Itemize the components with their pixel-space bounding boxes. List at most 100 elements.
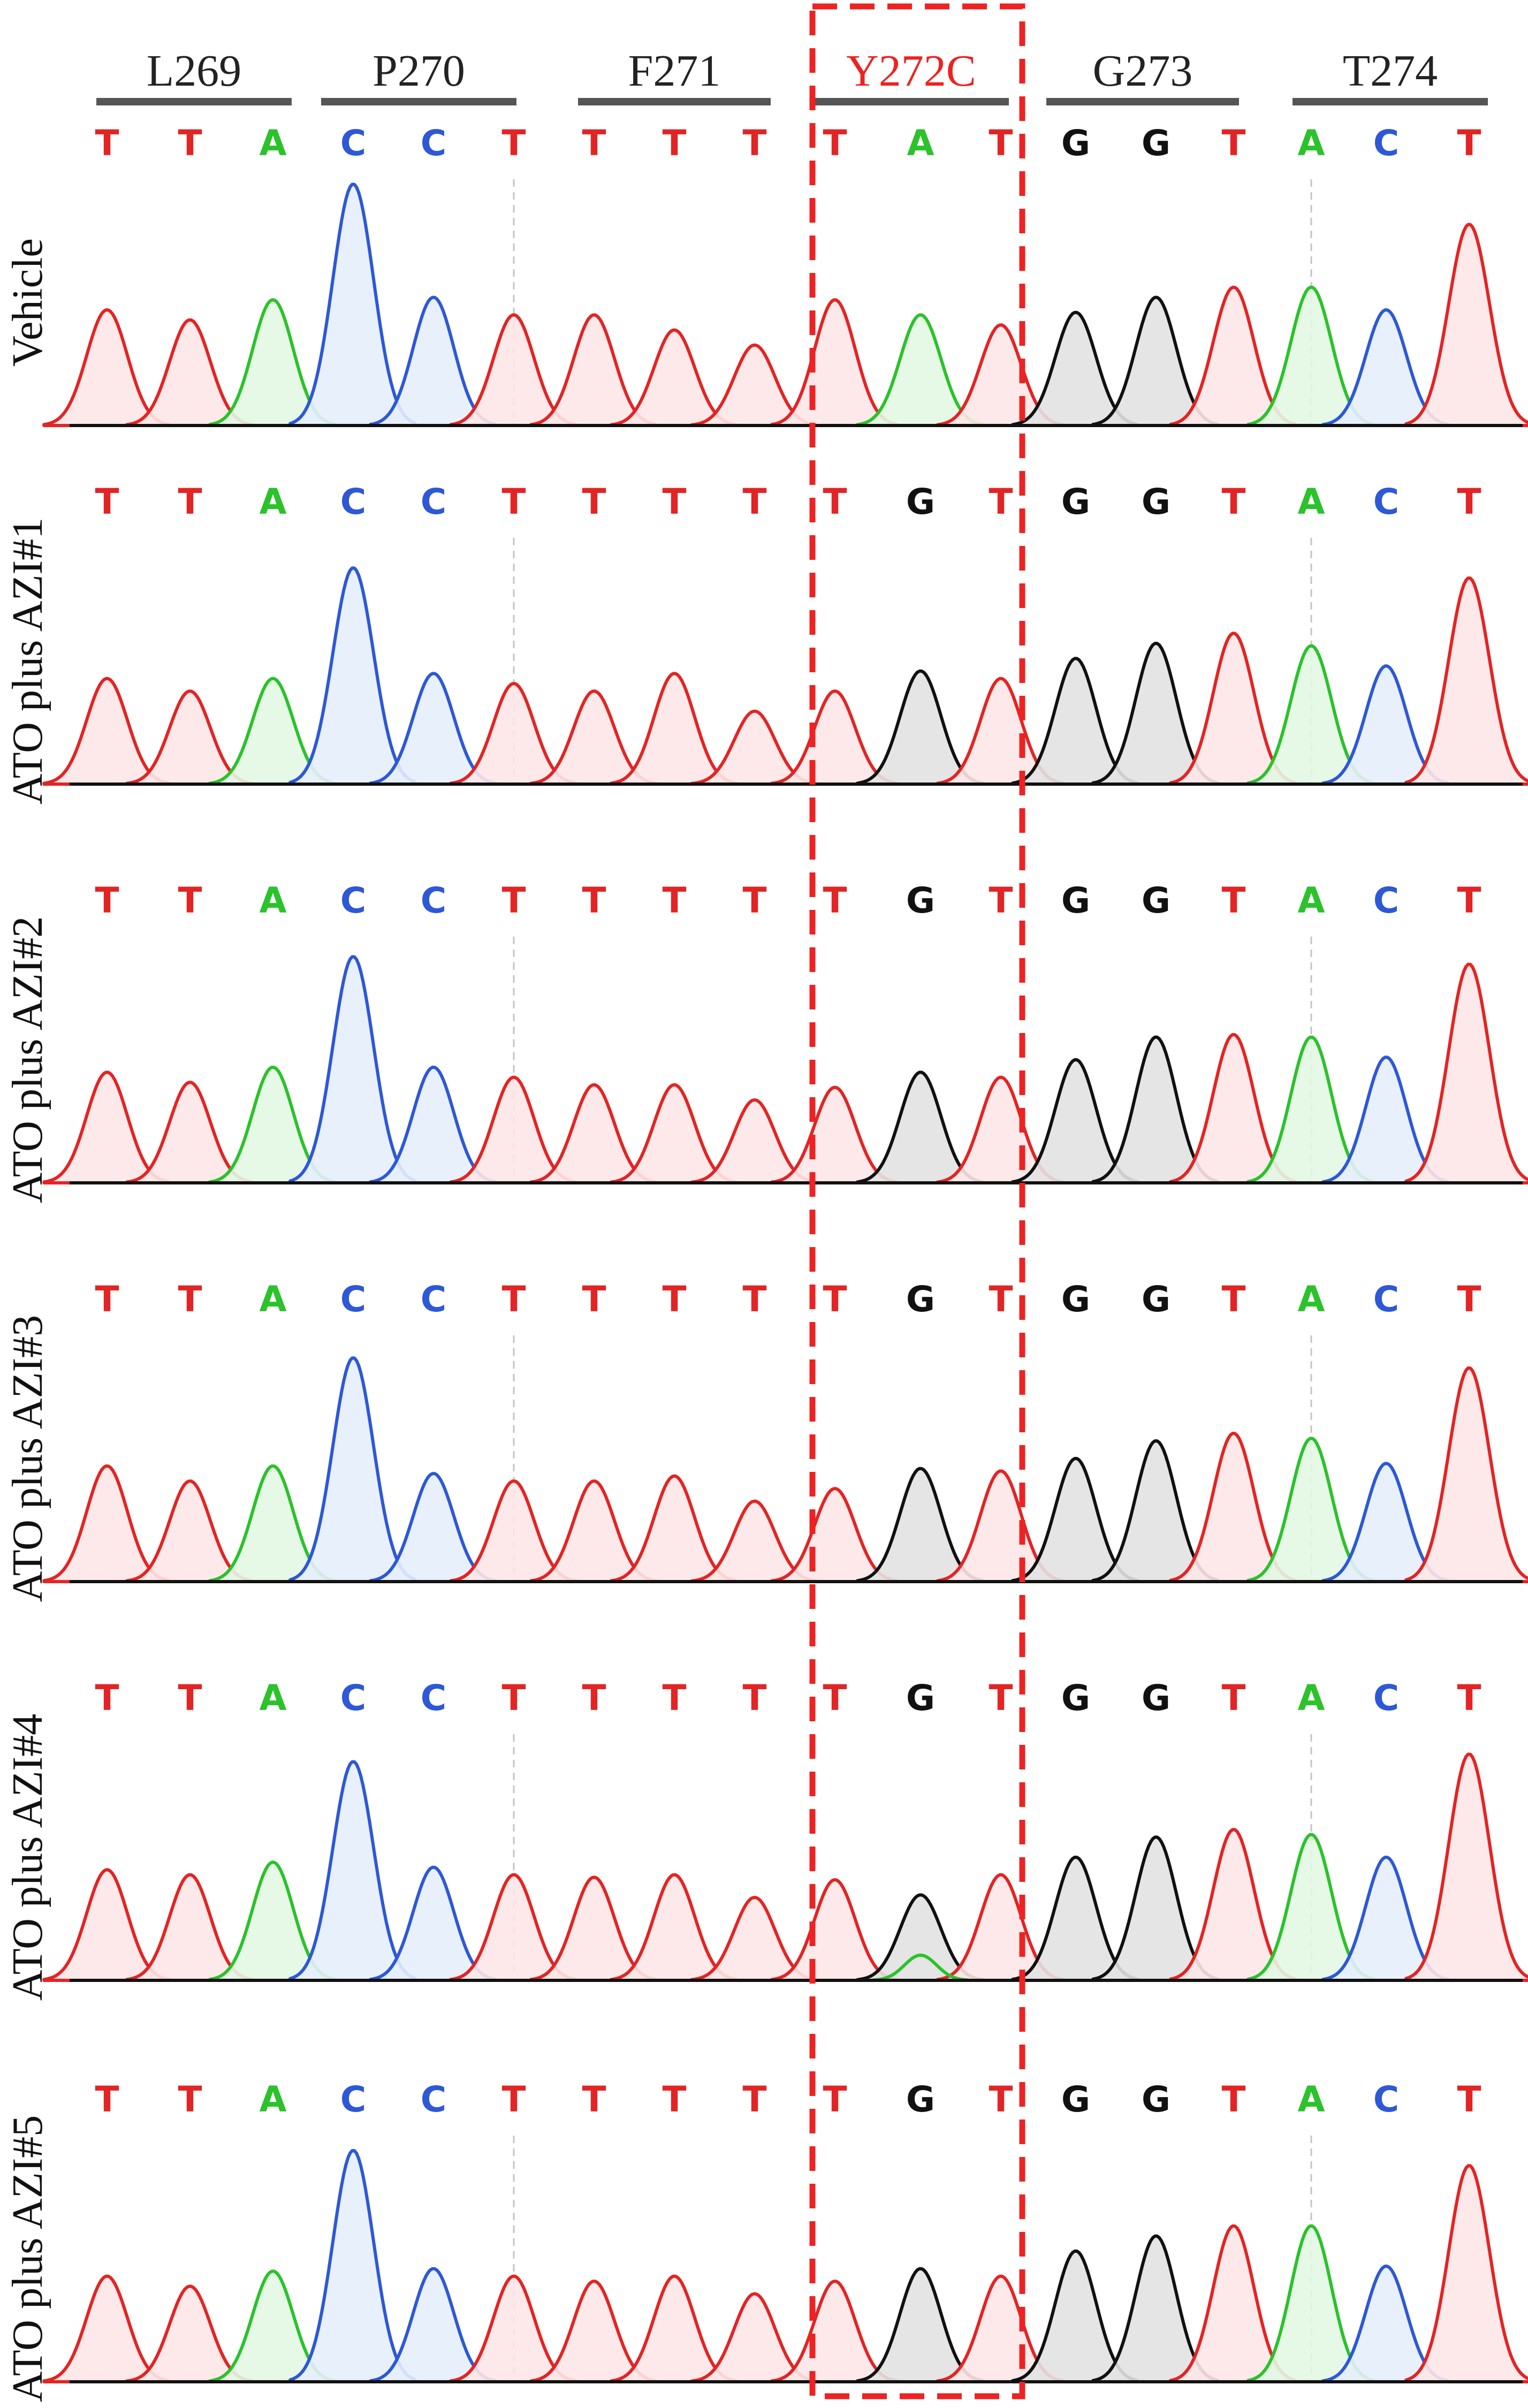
base-call: T <box>1457 481 1481 522</box>
base-call: T <box>989 2079 1013 2120</box>
base-call: T <box>742 880 766 921</box>
base-call: T <box>95 481 119 522</box>
codon-label: L269 <box>147 46 241 96</box>
base-call: G <box>1142 1279 1170 1320</box>
base-call: T <box>501 123 526 164</box>
base-call: C <box>1373 880 1399 921</box>
base-call: T <box>1457 123 1481 164</box>
peak-c <box>288 1356 418 1583</box>
track-6: ATO plus AZI#5 T T A C C T T T T T G T G G T A C T <box>4 2079 1528 2402</box>
base-call: T <box>823 880 847 921</box>
base-call: T <box>742 2079 766 2120</box>
highlight-overlay <box>809 3 1025 2399</box>
base-call: T <box>178 481 202 522</box>
base-call: C <box>1373 123 1399 164</box>
base-call: G <box>1061 1279 1090 1320</box>
base-call: A <box>1297 1279 1325 1320</box>
base-call: C <box>340 1677 366 1719</box>
base-call: T <box>582 880 606 921</box>
base-call: T <box>1457 880 1481 921</box>
track-label: ATO plus AZI#4 <box>4 1714 51 2001</box>
codon-header: L269 P270 F271 Y272C G273 T274 <box>96 46 1488 105</box>
base-call: A <box>259 1279 286 1320</box>
codon-l269: L269 <box>96 46 292 105</box>
base-call: C <box>1373 1677 1399 1719</box>
peak-t <box>1404 576 1528 786</box>
peak-t <box>1404 223 1528 427</box>
base-call: G <box>1142 481 1170 522</box>
base-call: T <box>1221 123 1245 164</box>
base-call: A <box>907 123 934 164</box>
codon-p270: P270 <box>321 46 516 105</box>
base-call: T <box>742 123 766 164</box>
track-label: ATO plus AZI#3 <box>4 1315 51 1602</box>
base-call: T <box>989 123 1013 164</box>
base-call: T <box>742 1677 766 1719</box>
codon-t274: T274 <box>1293 46 1488 105</box>
base-call: T <box>178 1279 202 1320</box>
base-call: C <box>421 481 446 522</box>
base-call: T <box>989 1279 1013 1320</box>
base-call: T <box>582 481 606 522</box>
peak-c <box>288 955 418 1184</box>
base-call: T <box>823 1677 847 1719</box>
base-call: T <box>95 1279 119 1320</box>
codon-f271: F271 <box>578 46 771 105</box>
base-call: T <box>989 481 1013 522</box>
base-call: A <box>1297 2079 1325 2120</box>
base-call: T <box>662 1677 686 1719</box>
base-call: G <box>1142 880 1170 921</box>
codon-label: F271 <box>628 46 721 96</box>
base-call: T <box>582 123 606 164</box>
base-call: C <box>421 123 446 164</box>
base-call: A <box>259 481 286 522</box>
base-call: T <box>989 1677 1013 1719</box>
track-4: ATO plus AZI#3 T T A C C T T T T T G T G G T A C T <box>4 1279 1528 1602</box>
track-label: ATO plus AZI#5 <box>4 2115 51 2402</box>
codon-y272c: Y272C <box>814 46 1009 105</box>
base-call: T <box>1221 880 1245 921</box>
track-2: ATO plus AZI#1 T T A C C T T T T T G T G G T A C T <box>4 481 1528 804</box>
peak-t <box>1404 962 1528 1184</box>
base-call: A <box>1297 1677 1325 1719</box>
base-call: T <box>823 481 847 522</box>
peak-c <box>288 2149 418 2383</box>
track-3: ATO plus AZI#2 T T A C C T T T T T G T G G T A C T <box>4 880 1528 1203</box>
track-label: ATO plus AZI#1 <box>4 518 51 804</box>
base-call: T <box>1457 2079 1481 2120</box>
base-call: T <box>178 2079 202 2120</box>
base-call: A <box>259 880 286 921</box>
peak-c <box>288 1760 418 1982</box>
peak-c <box>288 183 418 427</box>
track-1: Vehicle T T A C C T T T T T A T G G T A C T <box>4 123 1528 427</box>
base-call: G <box>906 2079 935 2120</box>
base-call: A <box>259 123 286 164</box>
base-call: T <box>823 2079 847 2120</box>
base-call: C <box>340 1279 366 1320</box>
base-call: T <box>1221 1279 1245 1320</box>
base-call: T <box>178 1677 202 1719</box>
base-call: T <box>742 1279 766 1320</box>
peak-t <box>1404 2164 1528 2383</box>
base-call: C <box>421 1279 446 1320</box>
base-call: T <box>1221 1677 1245 1719</box>
base-call: C <box>340 2079 366 2120</box>
base-call: C <box>1373 481 1399 522</box>
base-call: T <box>823 123 847 164</box>
base-call: G <box>1061 123 1090 164</box>
base-call: G <box>1061 1677 1090 1719</box>
base-call: T <box>1221 481 1245 522</box>
secondary-peak-a <box>872 1954 969 1982</box>
peak-t <box>1404 1752 1528 1982</box>
base-call: T <box>662 123 686 164</box>
base-call: A <box>1297 481 1325 522</box>
base-call: G <box>906 1279 935 1320</box>
base-call: G <box>1061 2079 1090 2120</box>
codon-label: G273 <box>1093 46 1193 96</box>
base-call: G <box>906 1677 935 1719</box>
track-label: ATO plus AZI#2 <box>4 916 51 1203</box>
codon-label: Y272C <box>846 46 976 96</box>
track-5: ATO plus AZI#4 T T A C C T T T T T G T G G T A C T <box>4 1677 1528 2001</box>
base-call: T <box>1457 1279 1481 1320</box>
